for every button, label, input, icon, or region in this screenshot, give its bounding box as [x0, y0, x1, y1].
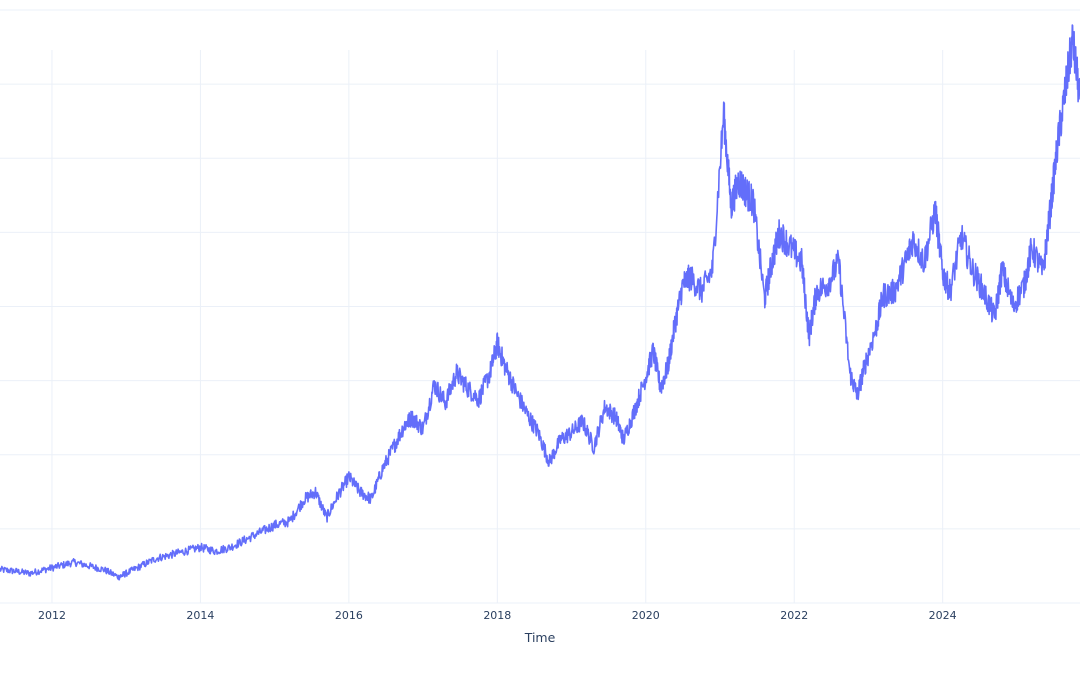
- x-tick-label: 2014: [186, 609, 214, 622]
- x-tick-label: 2022: [780, 609, 808, 622]
- y-gridlines: [0, 9, 1080, 604]
- x-tick-label: 2024: [929, 609, 957, 622]
- x-tick-label: 2016: [335, 609, 363, 622]
- series-line: [0, 24, 1080, 581]
- series-layer: [0, 24, 1080, 581]
- x-tick-label: 2012: [38, 609, 66, 622]
- x-tick-labels: 2012 2014 2016 2018 2020 2022 2024: [38, 609, 957, 622]
- x-gridlines: [51, 50, 944, 603]
- x-tick-label: 2020: [632, 609, 660, 622]
- x-tick-label: 2018: [483, 609, 511, 622]
- x-axis-title: Time: [524, 630, 556, 645]
